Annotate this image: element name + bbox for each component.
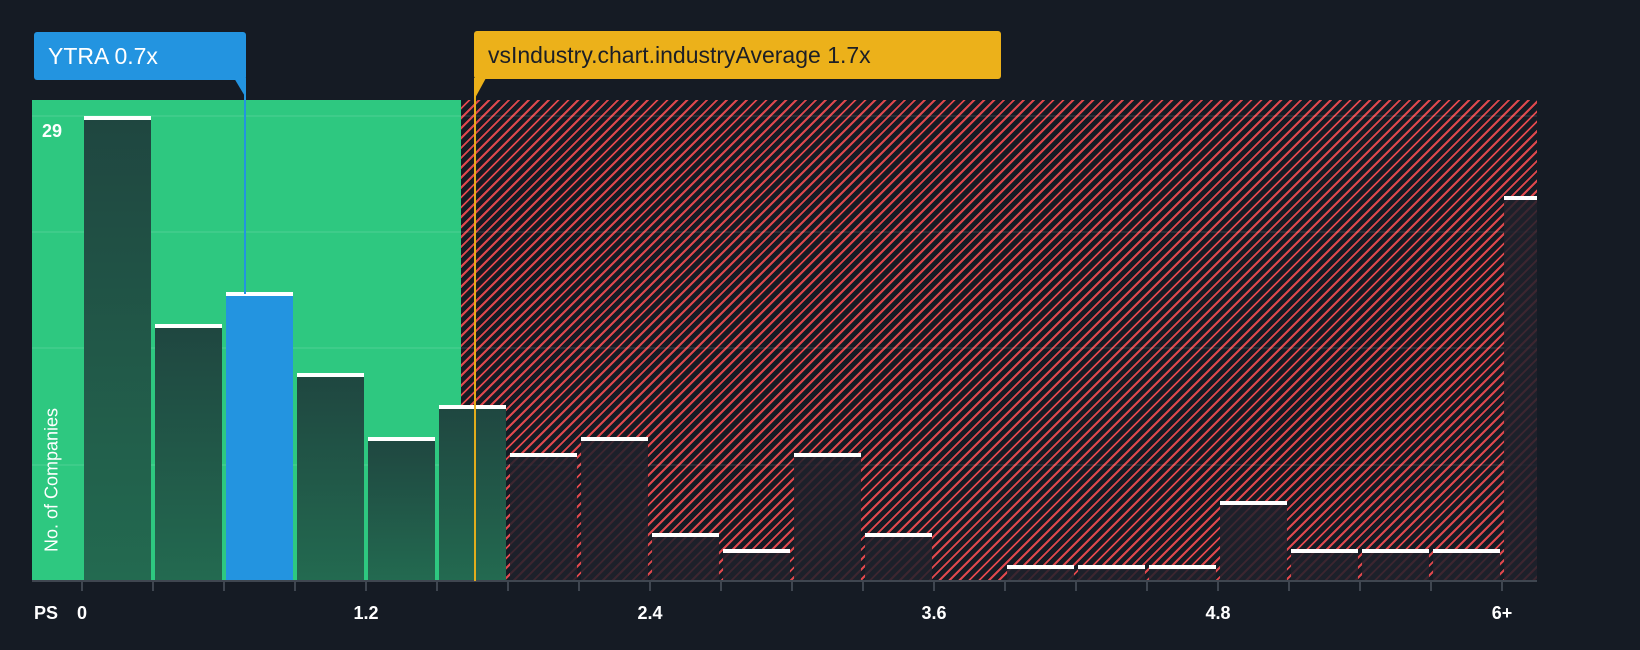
- bar-cap: [297, 373, 364, 377]
- x-axis-tick: [1359, 582, 1361, 591]
- industry-average-callout: vsIndustry.chart.industryAverage 1.7x: [474, 31, 1001, 79]
- x-axis-tick: [436, 582, 438, 591]
- x-axis-tick: [862, 582, 864, 591]
- industry-average-line: [474, 78, 476, 581]
- x-axis-tick: [720, 582, 722, 591]
- bar-cap: [1291, 549, 1358, 553]
- bar-cap: [439, 405, 506, 409]
- x-axis-tick-label: 2.4: [637, 603, 663, 623]
- x-axis-tick: [365, 582, 367, 591]
- bar-cap: [1433, 549, 1500, 553]
- bar-cap: [652, 533, 719, 537]
- bar-cap: [723, 549, 790, 553]
- histogram-bar: [84, 116, 151, 581]
- company-callout-pointer: [234, 78, 246, 98]
- x-axis-tick-label: 6+: [1491, 603, 1513, 623]
- bar-cap: [1078, 565, 1145, 569]
- bar-cap: [1149, 565, 1216, 569]
- x-axis: [32, 580, 1537, 582]
- gridline: [32, 464, 1537, 466]
- y-axis-max-label: 29: [42, 121, 63, 141]
- x-axis-tick: [1075, 582, 1077, 591]
- x-axis-tick: [152, 582, 154, 591]
- histogram-bar: [865, 533, 932, 581]
- histogram-bar: [1149, 565, 1216, 581]
- company-marker-line: [244, 80, 246, 294]
- histogram-bar: [652, 533, 719, 581]
- x-axis-tick-label: 3.6: [921, 603, 947, 623]
- histogram-bar: [1078, 565, 1145, 581]
- histogram-bar: [794, 453, 861, 581]
- bar-cap: [1220, 501, 1287, 505]
- gridline: [32, 115, 1537, 117]
- x-axis-tick-label: 1.2: [353, 603, 379, 623]
- x-axis-tick: [649, 582, 651, 591]
- x-axis-tick-label: 0: [76, 603, 88, 623]
- bar-cap: [1362, 549, 1429, 553]
- histogram-bar: [1362, 549, 1429, 581]
- histogram-bar: [1291, 549, 1358, 581]
- histogram-bar: [297, 373, 364, 581]
- histogram-bar: [368, 437, 435, 581]
- x-axis-tick: [1288, 582, 1290, 591]
- x-axis-tick: [1430, 582, 1432, 591]
- histogram-bar: [155, 324, 222, 581]
- bar-cap: [1504, 196, 1537, 200]
- bar-cap: [510, 453, 577, 457]
- gridline: [32, 347, 1537, 349]
- bar-cap: [865, 533, 932, 537]
- x-axis-tick: [578, 582, 580, 591]
- histogram-bar: [1220, 501, 1287, 581]
- histogram-bar: [723, 549, 790, 581]
- gridline: [32, 231, 1537, 233]
- x-axis-tick: [507, 582, 509, 591]
- bar-cap: [794, 453, 861, 457]
- x-axis-tick: [223, 582, 225, 591]
- histogram-bar: [1007, 565, 1074, 581]
- x-axis-tick: [1004, 582, 1006, 591]
- company-ps-callout: YTRA 0.7x: [34, 32, 246, 80]
- x-axis-tick: [933, 582, 935, 591]
- x-axis-tick-label: 4.8: [1205, 603, 1231, 623]
- histogram-bar: [1504, 196, 1537, 581]
- histogram-bar: [510, 453, 577, 581]
- histogram-bar: [1433, 549, 1500, 581]
- bar-cap: [226, 292, 293, 296]
- bar-cap: [368, 437, 435, 441]
- bar-cap: [1007, 565, 1074, 569]
- bar-cap: [84, 116, 151, 120]
- x-axis-tick: [294, 582, 296, 591]
- x-axis-tick: [1146, 582, 1148, 591]
- x-axis-title: PS: [34, 603, 59, 623]
- bar-cap: [581, 437, 648, 441]
- y-axis-title: No. of Companies: [41, 407, 62, 553]
- chart-plot-area: [32, 100, 1537, 581]
- industry-callout-pointer: [474, 78, 486, 100]
- x-axis-tick: [1501, 582, 1503, 591]
- x-axis-tick: [791, 582, 793, 591]
- histogram-bar: [581, 437, 648, 581]
- histogram-bar: [226, 292, 293, 581]
- x-axis-tick: [1217, 582, 1219, 591]
- bar-cap: [155, 324, 222, 328]
- histogram-bar: [439, 405, 506, 581]
- x-axis-tick: [81, 582, 83, 591]
